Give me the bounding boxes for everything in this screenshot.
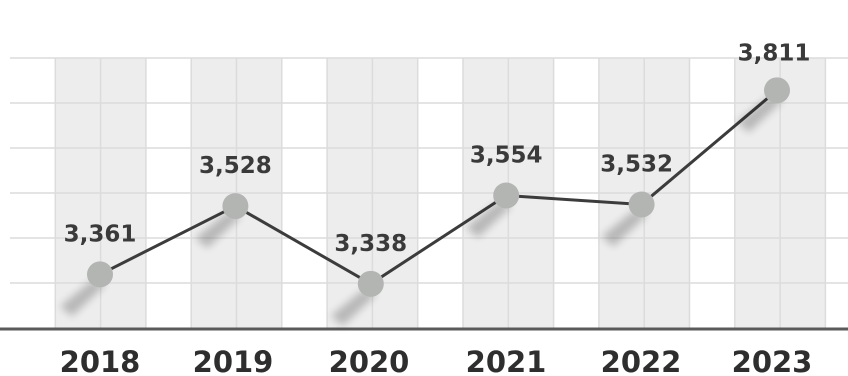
marker <box>493 182 520 209</box>
data-label: 3,528 <box>199 153 272 179</box>
data-label: 3,554 <box>470 142 543 168</box>
marker-shadow <box>737 96 783 133</box>
x-tick-label: 2019 <box>193 345 274 376</box>
grid <box>10 57 848 328</box>
marker <box>357 270 384 297</box>
marker <box>87 261 113 288</box>
data-point-2023 <box>737 77 790 133</box>
data-label: 3,338 <box>334 231 407 257</box>
data-label: 3,532 <box>600 151 673 177</box>
x-tick-label: 2018 <box>60 345 141 376</box>
data-point-2022 <box>601 191 655 247</box>
x-tick-label: 2021 <box>466 345 547 376</box>
markers <box>60 77 790 326</box>
marker <box>628 191 655 218</box>
x-tick-label: 2023 <box>732 345 813 376</box>
x-tick-label: 2022 <box>601 345 682 376</box>
marker <box>222 193 249 220</box>
data-label: 3,811 <box>738 40 811 66</box>
data-labels: 3,361 3,528 3,338 3,554 3,532 3,811 <box>64 40 811 257</box>
data-point-2020 <box>330 270 384 326</box>
marker-shadow <box>601 210 648 247</box>
marker-shadow <box>60 280 106 317</box>
data-point-2021 <box>466 182 520 238</box>
marker-shadow <box>466 201 513 238</box>
data-label: 3,361 <box>64 221 137 247</box>
series-line <box>99 89 778 286</box>
x-tick-label: 2020 <box>329 345 410 376</box>
data-point-2018 <box>60 261 113 317</box>
series-line-group <box>99 89 778 286</box>
x-tick-labels: 2018 2019 2020 2021 2022 2023 <box>60 345 813 376</box>
marker <box>764 77 790 104</box>
marker-shadow <box>330 289 377 326</box>
data-point-2019 <box>195 193 249 249</box>
marker-shadow <box>195 212 242 249</box>
